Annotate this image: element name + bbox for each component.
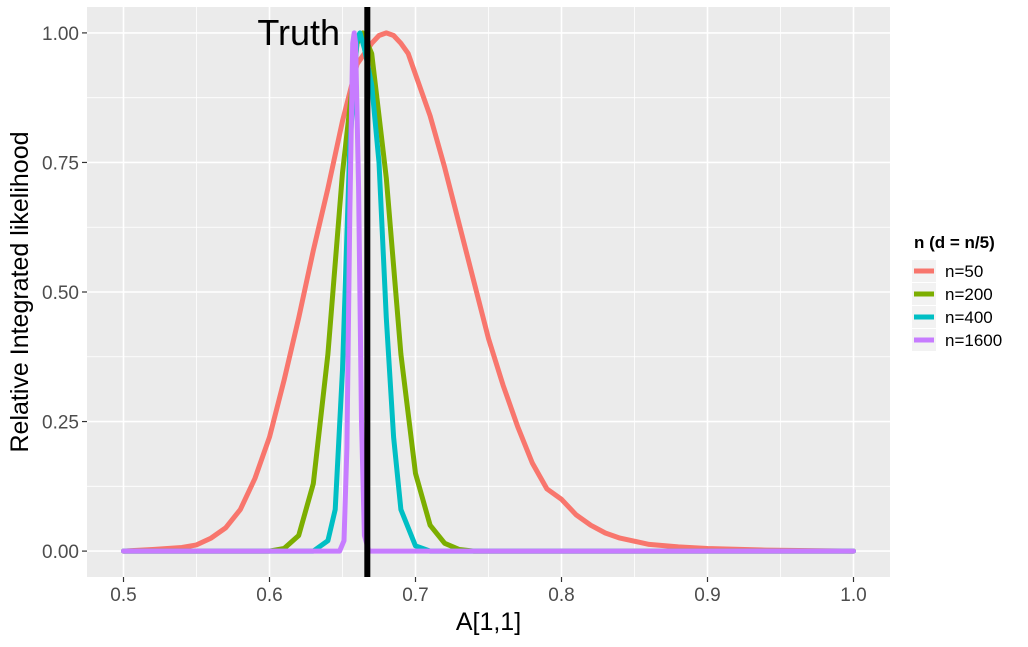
legend-items: n=50 n=200 n=400 n=1600: [912, 260, 1002, 351]
legend-title: n (d = n/5): [914, 233, 995, 252]
y-tick-label: 0.75: [42, 153, 79, 174]
y-tick-label: 1.00: [42, 24, 79, 45]
y-axis-ticks: 0.00 0.25 0.50 0.75 1.00: [42, 24, 87, 563]
x-tick-label: 1.0: [840, 585, 866, 606]
y-tick-label: 0.00: [42, 542, 79, 563]
legend-label: n=1600: [945, 331, 1002, 350]
x-tick-label: 0.8: [548, 585, 574, 606]
legend-label: n=400: [945, 308, 993, 327]
x-tick-label: 0.7: [402, 585, 428, 606]
truth-annotation: Truth: [257, 12, 340, 53]
y-axis-title: Relative Integrated likelihood: [6, 131, 34, 452]
legend: n (d = n/5) n=50 n=200 n=400 n=1600: [912, 233, 1002, 351]
y-tick-label: 0.50: [42, 283, 79, 304]
x-tick-label: 0.5: [110, 585, 136, 606]
x-tick-label: 0.6: [256, 585, 282, 606]
series-line-n=50: [121, 30, 856, 554]
legend-label: n=50: [945, 262, 983, 281]
x-axis-ticks: 0.5 0.6 0.7 0.8 0.9 1.0: [110, 577, 867, 606]
y-tick-label: 0.25: [42, 413, 79, 434]
legend-label: n=200: [945, 285, 993, 304]
x-tick-label: 0.9: [694, 585, 720, 606]
x-axis-title: A[1,1]: [456, 608, 521, 636]
